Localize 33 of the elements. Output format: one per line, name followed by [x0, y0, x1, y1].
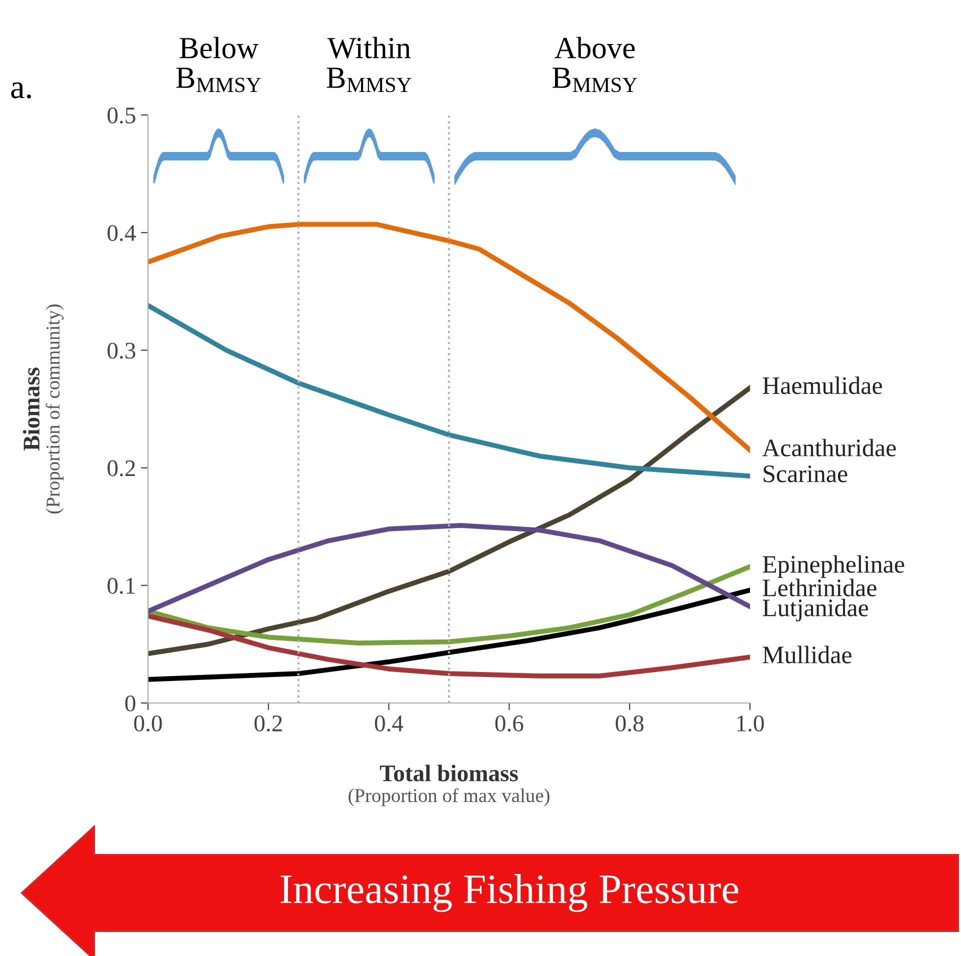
y-tick-label: 0.1 — [108, 578, 135, 594]
x-tick-label: 0.6 — [495, 715, 524, 732]
series-label: Mullidae — [762, 646, 852, 664]
x-tick-label: 0.8 — [616, 715, 644, 732]
x-tick-label: 1.0 — [737, 715, 764, 732]
line-series — [148, 522, 750, 614]
series-label: Lethrinidae — [762, 578, 876, 596]
text: Within B$_{MMSY}$ — [326, 36, 412, 92]
text: a. — [11, 82, 31, 98]
series-label: Epinephelinae — [762, 555, 904, 578]
line-series — [148, 564, 750, 646]
series-label: Scarinae — [764, 465, 848, 482]
y-tick-label: 0.4 — [108, 225, 136, 242]
text: Above B$_{MMSY}$ — [552, 36, 638, 92]
series-label: Haemulidae — [762, 376, 882, 394]
line-series — [148, 588, 750, 682]
y-tick-label: 0 — [125, 695, 136, 712]
text: Below B$_{MMSY}$ — [176, 36, 261, 92]
y-tick-label: 0.3 — [108, 342, 136, 359]
series-label: Lutjanidae — [762, 598, 868, 622]
line-series — [148, 614, 750, 678]
line-series — [148, 385, 750, 656]
line-series — [148, 303, 750, 478]
x-tick-label: 0.2 — [254, 715, 282, 732]
x-tick-label: 0.4 — [374, 715, 404, 732]
x-tick-label: 0.0 — [134, 715, 162, 732]
y-tick-label: 0.5 — [108, 107, 136, 124]
x-axis-title: Total biomass (Proportion of max value) — [348, 764, 550, 806]
y-tick-label: 0.2 — [108, 460, 135, 476]
series-label: Acanthuridae — [762, 438, 896, 456]
text: Increasing Fishing Pressure — [280, 874, 738, 912]
y-axis-title: Biomass (Proportion of community) — [22, 304, 64, 514]
line-series — [148, 222, 750, 453]
